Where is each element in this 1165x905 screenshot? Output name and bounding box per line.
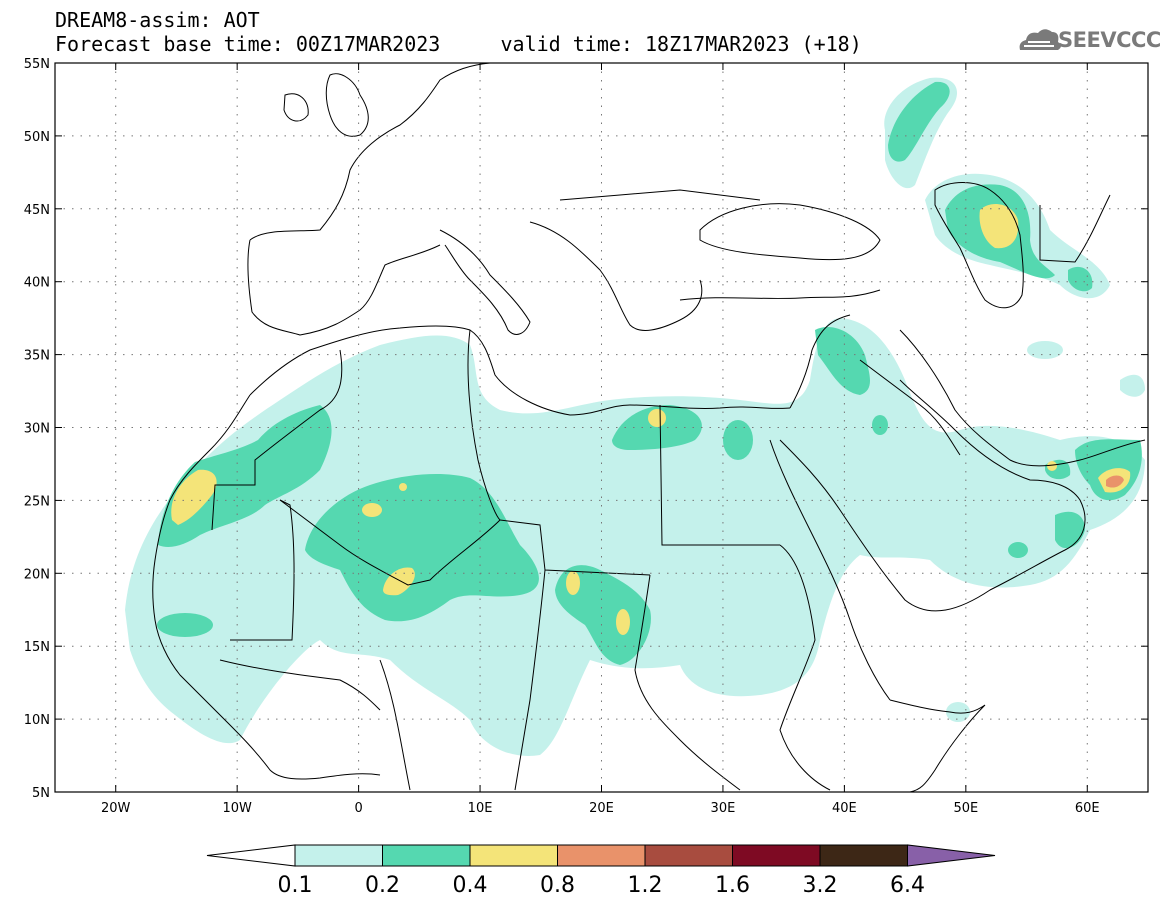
x-tick-label: 20E xyxy=(589,801,614,816)
colorbar xyxy=(206,844,996,867)
gridlines xyxy=(55,63,1148,792)
colorbar-label: 0.1 xyxy=(278,873,313,898)
x-tick-label: 20W xyxy=(101,801,131,816)
y-tick-label: 10N xyxy=(24,713,50,728)
colorbar-label: 3.2 xyxy=(803,873,838,898)
colorbar-label: 0.2 xyxy=(365,873,400,898)
colorbar-swatch xyxy=(557,844,646,867)
y-tick-label: 20N xyxy=(24,567,50,582)
y-tick-label: 15N xyxy=(24,640,50,655)
y-tick-label: 30N xyxy=(24,422,50,437)
colorbar-swatch xyxy=(294,844,383,867)
colorbar-over-arrow xyxy=(907,844,996,867)
colorbar-label: 0.8 xyxy=(540,873,575,898)
cloud-icon xyxy=(1019,29,1061,50)
axis-ticks xyxy=(55,62,1148,793)
x-tick-label: 60E xyxy=(1075,801,1100,816)
aot-field xyxy=(125,77,1145,756)
y-tick-label: 55N xyxy=(24,57,50,72)
colorbar-swatch xyxy=(469,844,558,867)
colorbar-label: 6.4 xyxy=(890,873,925,898)
colorbar-label: 1.6 xyxy=(715,873,750,898)
colorbar-swatch xyxy=(819,844,908,867)
y-tick-label: 25N xyxy=(24,494,50,509)
x-tick-label: 10E xyxy=(468,801,493,816)
x-tick-label: 40E xyxy=(832,801,857,816)
colorbar-swatch xyxy=(732,844,821,867)
colorbar-labels: 0.1 0.2 0.4 0.8 1.2 1.6 3.2 6.4 xyxy=(278,873,926,898)
y-tick-label: 50N xyxy=(24,130,50,145)
logo-text: SEEVCCC xyxy=(1058,28,1161,52)
colorbar-under-arrow xyxy=(206,844,296,867)
y-tick-label: 35N xyxy=(24,349,50,364)
y-axis-labels: 5N 10N 15N 20N 25N 30N 35N 40N 45N 50N 55N xyxy=(24,57,50,801)
colorbar-label: 0.4 xyxy=(453,873,488,898)
colorbar-swatch xyxy=(644,844,733,867)
x-tick-label: 0 xyxy=(354,801,362,816)
y-tick-label: 5N xyxy=(32,786,50,801)
country-borders xyxy=(152,62,1146,793)
forecast-time-line: Forecast base time: 00Z17MAR2023 valid t… xyxy=(55,32,862,56)
colorbar-swatch xyxy=(382,844,471,867)
y-tick-label: 45N xyxy=(24,203,50,218)
y-tick-label: 40N xyxy=(24,276,50,291)
x-tick-label: 10W xyxy=(222,801,252,816)
map-title: DREAM8-assim: AOT xyxy=(55,8,260,32)
x-tick-label: 50E xyxy=(953,801,978,816)
x-axis-labels: 20W 10W 0 10E 20E 30E 40E 50E 60E xyxy=(101,801,1100,816)
colorbar-label: 1.2 xyxy=(628,873,663,898)
x-tick-label: 30E xyxy=(711,801,736,816)
